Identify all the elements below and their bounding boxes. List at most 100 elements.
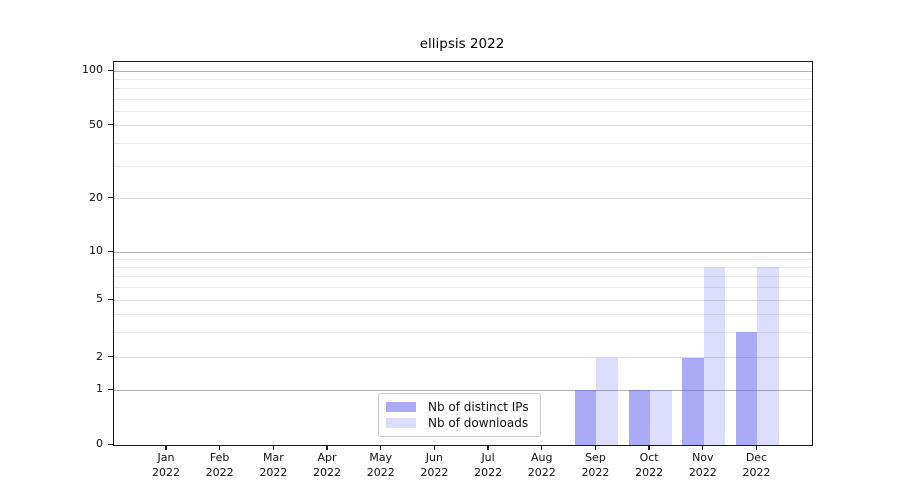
x-tick-mark-feb bbox=[218, 445, 221, 450]
bar-downloads-nov bbox=[703, 267, 726, 445]
x-tick-month: Dec bbox=[745, 451, 768, 464]
x-tick-month: Apr bbox=[317, 451, 337, 464]
gridline-y-10 bbox=[114, 251, 812, 253]
chart-title: ellipsis 2022 bbox=[419, 36, 505, 52]
gridline-y-9 bbox=[114, 258, 812, 260]
x-tick-year: 2022 bbox=[366, 465, 395, 479]
x-tick-year: 2022 bbox=[205, 465, 234, 479]
y-tick-mark-0 bbox=[108, 443, 113, 445]
gridline-y-60 bbox=[114, 110, 812, 112]
bar-ips-sep bbox=[574, 390, 597, 445]
x-tick-mark-jun bbox=[433, 445, 436, 450]
x-tick-mark-jan bbox=[165, 445, 167, 450]
gridline-y-7 bbox=[114, 276, 812, 278]
x-tick-mark-sep bbox=[594, 445, 597, 450]
x-tick-year: 2022 bbox=[313, 465, 342, 479]
legend-item-distinct-ips: Nb of distinct IPs bbox=[386, 399, 529, 415]
y-tick-label-100: 100 bbox=[82, 63, 103, 76]
x-tick-label-may: May 2022 bbox=[353, 451, 409, 480]
x-tick-year: 2022 bbox=[635, 465, 664, 479]
x-tick-label-nov: Nov 2022 bbox=[675, 451, 731, 480]
x-tick-label-jan: Jan 2022 bbox=[138, 451, 194, 480]
x-tick-mark-aug bbox=[541, 445, 543, 450]
x-tick-year: 2022 bbox=[742, 465, 771, 479]
x-tick-year: 2022 bbox=[420, 465, 449, 479]
x-tick-label-aug: Aug 2022 bbox=[514, 451, 570, 480]
legend: Nb of distinct IPs Nb of downloads bbox=[378, 393, 541, 437]
x-tick-month: Jan bbox=[157, 451, 175, 464]
gridline-y-8 bbox=[114, 266, 812, 268]
legend-swatch-distinct-ips bbox=[386, 402, 416, 412]
legend-swatch-downloads bbox=[386, 418, 416, 428]
gridline-y-4 bbox=[114, 313, 812, 315]
x-tick-mark-mar bbox=[272, 445, 275, 450]
y-tick-label-0: 0 bbox=[96, 437, 103, 450]
x-tick-mark-jul bbox=[487, 445, 489, 450]
y-tick-label-50: 50 bbox=[89, 117, 103, 131]
x-tick-month: May bbox=[369, 451, 393, 464]
x-tick-label-oct: Oct 2022 bbox=[621, 451, 677, 480]
gridline-y-3 bbox=[114, 331, 812, 333]
gridline-y-100 bbox=[114, 70, 812, 72]
y-tick-label-5: 5 bbox=[96, 292, 103, 305]
gridline-y-40 bbox=[114, 142, 812, 144]
plot-area bbox=[113, 61, 813, 446]
y-tick-mark-1 bbox=[108, 388, 113, 390]
x-tick-label-jul: Jul 2022 bbox=[460, 451, 516, 480]
x-tick-mark-apr bbox=[326, 445, 328, 450]
gridline-y-30 bbox=[114, 165, 812, 167]
x-tick-month: Jun bbox=[425, 451, 443, 464]
bar-downloads-dec bbox=[757, 267, 779, 445]
gridline-y-6 bbox=[114, 286, 812, 288]
x-tick-year: 2022 bbox=[581, 465, 610, 479]
legend-label: Nb of downloads bbox=[428, 416, 529, 430]
x-tick-month: Feb bbox=[209, 451, 230, 464]
y-tick-mark-50 bbox=[108, 124, 113, 126]
y-tick-mark-100 bbox=[108, 69, 113, 71]
x-tick-month: Oct bbox=[639, 451, 659, 464]
x-tick-mark-dec bbox=[755, 445, 758, 450]
bar-ips-oct bbox=[628, 390, 651, 445]
y-tick-mark-5 bbox=[108, 298, 113, 300]
x-tick-year: 2022 bbox=[259, 465, 288, 479]
x-tick-mark-nov bbox=[702, 445, 704, 450]
gridline-y-5 bbox=[114, 299, 812, 301]
x-tick-year: 2022 bbox=[474, 465, 503, 479]
gridline-y-70 bbox=[114, 98, 812, 100]
y-tick-label-1: 1 bbox=[96, 382, 103, 395]
bar-downloads-oct bbox=[650, 390, 672, 445]
legend-label: Nb of distinct IPs bbox=[428, 400, 529, 414]
x-tick-label-apr: Apr 2022 bbox=[299, 451, 355, 480]
legend-item-downloads: Nb of downloads bbox=[386, 415, 529, 431]
y-tick-mark-20 bbox=[108, 197, 113, 199]
gridline-y-80 bbox=[114, 88, 812, 90]
x-tick-label-sep: Sep 2022 bbox=[567, 451, 623, 480]
x-tick-year: 2022 bbox=[688, 465, 717, 479]
x-tick-label-mar: Mar 2022 bbox=[245, 451, 301, 480]
bar-ips-dec bbox=[735, 332, 758, 445]
bar-ips-nov bbox=[682, 357, 704, 445]
gridline-y-90 bbox=[114, 78, 812, 80]
y-tick-mark-10 bbox=[108, 250, 113, 252]
x-tick-label-feb: Feb 2022 bbox=[192, 451, 248, 480]
x-tick-month: Nov bbox=[692, 451, 714, 464]
y-tick-mark-2 bbox=[108, 356, 113, 358]
y-tick-label-2: 2 bbox=[96, 349, 103, 363]
x-tick-mark-oct bbox=[648, 445, 650, 450]
x-tick-mark-may bbox=[380, 445, 382, 450]
gridline-y-50 bbox=[114, 125, 812, 126]
x-tick-month: Sep bbox=[585, 451, 606, 464]
x-tick-month: Mar bbox=[262, 451, 284, 464]
x-tick-year: 2022 bbox=[152, 465, 180, 479]
x-tick-month: Aug bbox=[531, 451, 553, 464]
gridline-y-20 bbox=[114, 198, 812, 199]
x-tick-month: Jul bbox=[481, 451, 495, 464]
gridline-y-2 bbox=[114, 357, 812, 358]
y-tick-label-10: 10 bbox=[89, 244, 103, 257]
y-tick-label-20: 20 bbox=[89, 190, 103, 204]
x-tick-label-dec: Dec 2022 bbox=[728, 451, 784, 480]
x-tick-label-jun: Jun 2022 bbox=[406, 451, 462, 480]
gridline-y-1 bbox=[114, 389, 812, 391]
bar-downloads-sep bbox=[596, 357, 618, 445]
